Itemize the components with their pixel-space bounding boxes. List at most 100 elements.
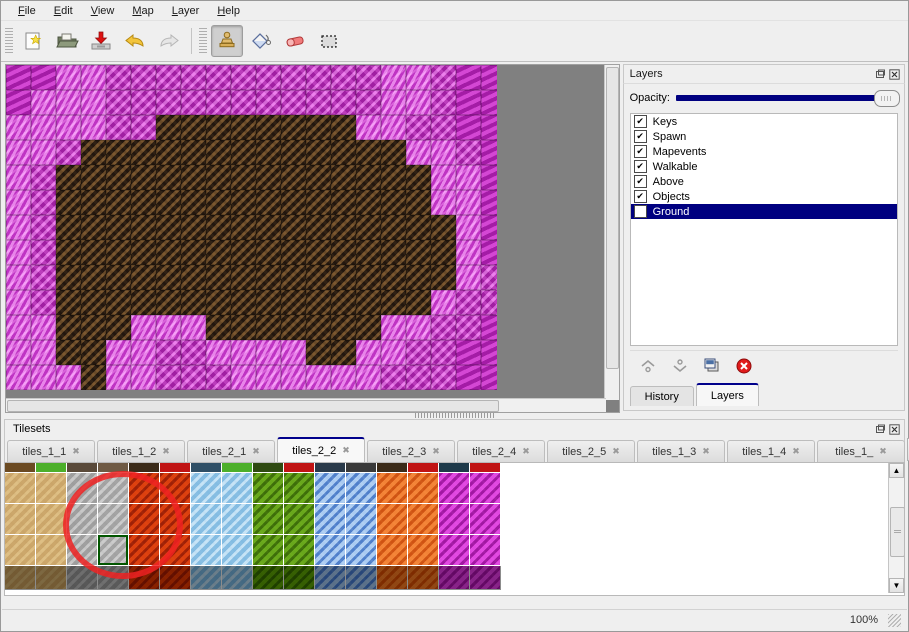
map-tile[interactable] [381, 65, 406, 90]
map-tile[interactable] [381, 115, 406, 140]
map-tile[interactable] [231, 90, 256, 115]
map-tile[interactable] [106, 340, 131, 365]
map-tile[interactable] [331, 165, 356, 190]
tab-close-icon[interactable]: ✖ [252, 446, 260, 456]
tileset-cell[interactable] [5, 473, 36, 504]
tileset-grid[interactable] [5, 463, 501, 590]
map-vscroll-thumb[interactable] [605, 67, 619, 369]
map-tile[interactable] [106, 190, 131, 215]
dock-tab-history[interactable]: History [629, 386, 694, 406]
tab-close-icon[interactable]: ✖ [612, 446, 620, 456]
tileset-cell[interactable] [408, 504, 439, 535]
map-tile[interactable] [106, 140, 131, 165]
tileset-cell[interactable] [439, 535, 470, 566]
map-tile[interactable] [131, 90, 156, 115]
map-tile[interactable] [281, 290, 306, 315]
tileset-grid-viewport[interactable]: ▲ ▼ [4, 462, 905, 596]
map-tile[interactable] [231, 315, 256, 340]
layer-row[interactable]: ✔ Objects [631, 189, 897, 204]
map-tile[interactable] [106, 165, 131, 190]
tab-close-icon[interactable]: ✖ [162, 446, 170, 456]
tileset-cell[interactable] [98, 566, 129, 590]
map-tile[interactable] [56, 115, 81, 140]
map-tile[interactable] [31, 365, 56, 390]
tileset-cell[interactable] [346, 566, 377, 590]
map-tile[interactable] [256, 115, 281, 140]
map-tile[interactable] [81, 365, 106, 390]
map-tile[interactable] [231, 340, 256, 365]
tileset-cell[interactable] [315, 473, 346, 504]
map-tile[interactable] [31, 290, 56, 315]
map-tile[interactable] [281, 90, 306, 115]
map-tile[interactable] [331, 215, 356, 240]
tileset-header-cell[interactable] [284, 463, 315, 473]
map-tile[interactable] [306, 165, 331, 190]
tileset-header-cell[interactable] [470, 463, 501, 473]
map-tile[interactable] [231, 115, 256, 140]
map-tile[interactable] [56, 365, 81, 390]
layer-list[interactable]: ✔ Keys ✔ Spawn ✔ Mapevents ✔ Walkable ✔ Above ✔ Obj… [629, 113, 898, 346]
map-tile[interactable] [481, 140, 497, 165]
map-tile[interactable] [181, 365, 206, 390]
map-tile[interactable] [431, 190, 456, 215]
tileset-header-cell[interactable] [129, 463, 160, 473]
tileset-cell[interactable] [98, 535, 129, 566]
tileset-tab-tiles_1_3[interactable]: tiles_1_3 ✖ [637, 440, 725, 462]
map-tile[interactable] [106, 290, 131, 315]
map-tile[interactable] [281, 140, 306, 165]
map-tile[interactable] [31, 115, 56, 140]
map-tile[interactable] [281, 115, 306, 140]
map-tile[interactable] [156, 240, 181, 265]
map-tile[interactable] [381, 240, 406, 265]
map-tile[interactable] [381, 340, 406, 365]
map-tile[interactable] [281, 265, 306, 290]
map-tile[interactable] [456, 340, 481, 365]
map-tile[interactable] [156, 365, 181, 390]
map-tile[interactable] [81, 140, 106, 165]
map-tile[interactable] [456, 90, 481, 115]
layer-row[interactable]: ✔ Keys [631, 114, 897, 129]
map-tile[interactable] [431, 240, 456, 265]
map-tile[interactable] [6, 65, 31, 90]
map-tile[interactable] [131, 140, 156, 165]
map-tile[interactable] [106, 240, 131, 265]
map-tile[interactable] [206, 115, 231, 140]
map-tile[interactable] [481, 290, 497, 315]
tileset-header-cell[interactable] [439, 463, 470, 473]
map-tile[interactable] [306, 190, 331, 215]
tileset-vertical-scrollbar[interactable]: ▲ ▼ [888, 463, 904, 593]
map-tile[interactable] [356, 90, 381, 115]
map-tile[interactable] [106, 315, 131, 340]
map-tile[interactable] [331, 290, 356, 315]
map-tile[interactable] [31, 340, 56, 365]
menu-item-layer[interactable]: Layer [163, 3, 209, 19]
map-tile[interactable] [181, 115, 206, 140]
tileset-cell[interactable] [284, 535, 315, 566]
dock-tab-layers[interactable]: Layers [695, 383, 759, 406]
map-tile[interactable] [56, 140, 81, 165]
tileset-tab-tiles_1_[interactable]: tiles_1_ ✖ [817, 440, 905, 462]
tileset-cell[interactable] [470, 566, 501, 590]
map-tile[interactable] [331, 190, 356, 215]
tileset-cell[interactable] [253, 473, 284, 504]
float-window-icon[interactable] [875, 69, 886, 80]
map-tile[interactable] [106, 365, 131, 390]
tileset-cell[interactable] [129, 473, 160, 504]
map-tile[interactable] [81, 240, 106, 265]
tileset-cell[interactable] [36, 473, 67, 504]
map-tile[interactable] [6, 190, 31, 215]
map-tile[interactable] [256, 90, 281, 115]
toolbar-drag-handle[interactable] [5, 28, 13, 54]
map-tile[interactable] [156, 65, 181, 90]
scroll-left-arrow[interactable]: ◀ [907, 438, 909, 461]
map-tile[interactable] [306, 115, 331, 140]
tileset-header-cell[interactable] [315, 463, 346, 473]
scroll-up-arrow[interactable]: ▲ [889, 463, 904, 478]
layer-row[interactable]: ✔ Ground [630, 204, 897, 219]
map-tile[interactable] [481, 340, 497, 365]
map-tile[interactable] [381, 315, 406, 340]
map-tile[interactable] [431, 340, 456, 365]
redo-button[interactable] [153, 25, 185, 57]
vertical-splitter[interactable] [1, 411, 908, 419]
map-tile[interactable] [256, 190, 281, 215]
